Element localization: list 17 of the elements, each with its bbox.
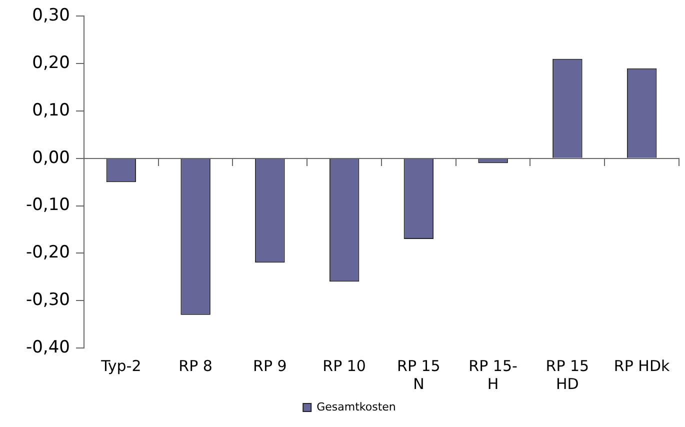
x-tick-label: RP 15 N	[397, 356, 440, 393]
x-tick-label: RP 8	[178, 356, 212, 375]
y-tick-label: -0,40	[26, 337, 70, 358]
x-tick-label: RP 15-H	[468, 356, 518, 393]
y-tick-label: -0,10	[26, 195, 70, 216]
y-tick-label: 0,10	[32, 100, 70, 120]
y-tick-label: 0,20	[32, 53, 70, 74]
x-tick-label: RP 15 HD	[546, 356, 590, 393]
x-tick-label: RP 10	[322, 356, 366, 375]
x-tick-label: RP HDk	[614, 356, 670, 375]
x-tick-label: Typ-2	[100, 356, 142, 375]
y-tick-label: 0,30	[32, 6, 70, 26]
y-tick-label: -0,20	[26, 242, 70, 263]
y-tick-label: -0,30	[26, 290, 70, 310]
x-tick-label: RP 9	[253, 356, 287, 375]
y-tick-label: 0,00	[32, 148, 70, 168]
legend-label: Gesamtkosten	[316, 400, 396, 414]
